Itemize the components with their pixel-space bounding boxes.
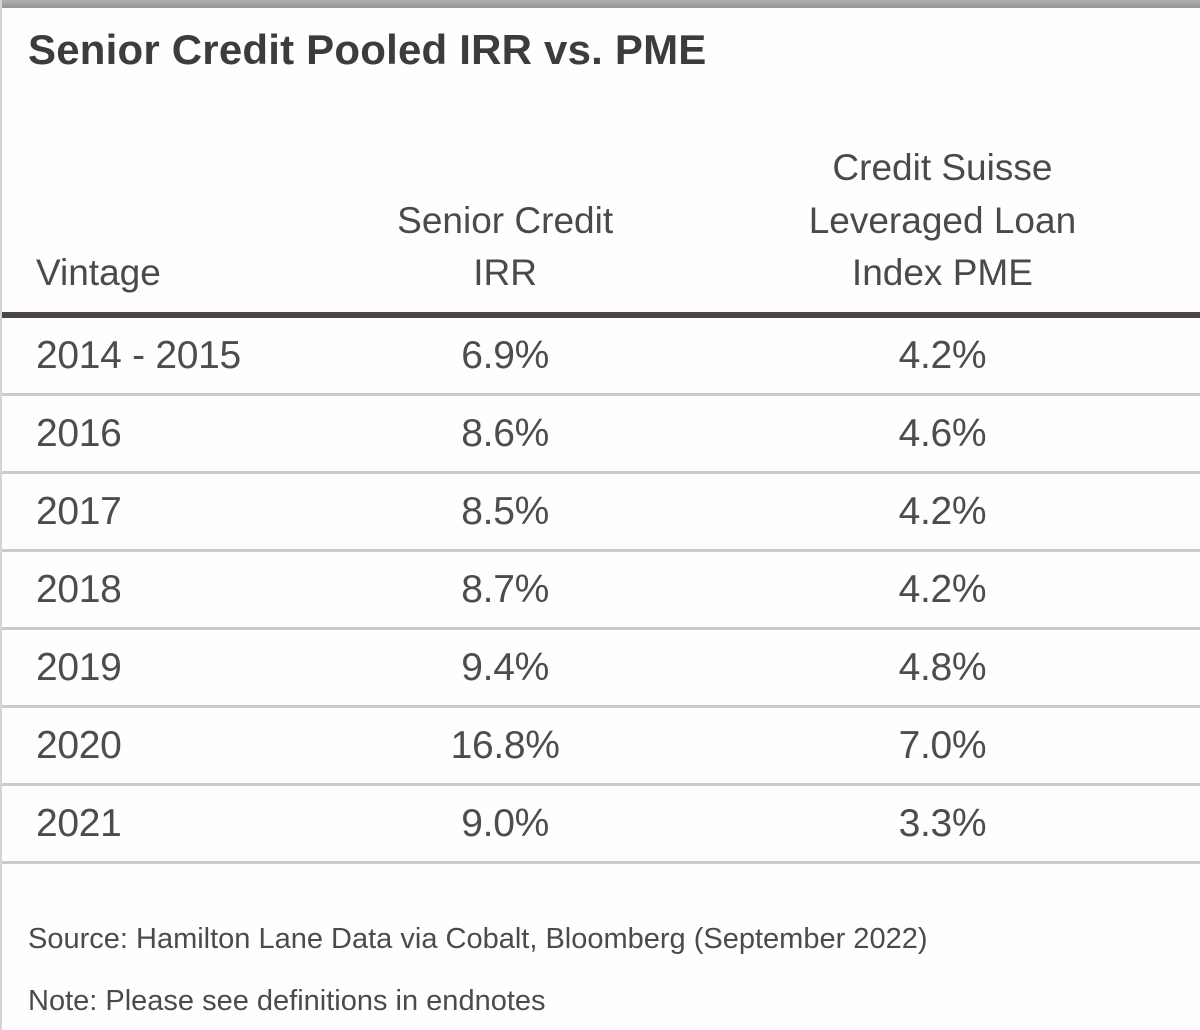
irr-pme-table: Vintage Senior Credit IRR Credit Suisse … <box>2 74 1200 864</box>
top-accent-bar <box>2 0 1200 8</box>
irr-cell: 8.6% <box>325 394 685 474</box>
vintage-cell: 2017 <box>2 472 326 552</box>
vintage-cell: 2021 <box>2 784 326 864</box>
source-text: Source: Hamilton Lane Data via Cobalt, B… <box>28 923 928 955</box>
pme-cell: 4.8% <box>684 628 1200 708</box>
note-text: Note: Please see definitions in endnotes <box>28 985 546 1017</box>
table-row: 2020 16.8% 7.0% <box>2 706 1200 786</box>
table-row: 2017 8.5% 4.2% <box>2 472 1200 552</box>
table-row: 2014 - 2015 6.9% 4.2% <box>2 315 1200 396</box>
pme-cell: 4.2% <box>684 550 1200 630</box>
irr-cell: 6.9% <box>325 315 685 396</box>
vintage-cell: 2014 - 2015 <box>2 315 326 396</box>
vintage-cell: 2019 <box>2 628 326 708</box>
table-header-row: Vintage Senior Credit IRR Credit Suisse … <box>2 74 1200 318</box>
table-row: 2018 8.7% 4.2% <box>2 550 1200 630</box>
vintage-cell: 2018 <box>2 550 326 630</box>
irr-cell: 9.0% <box>325 784 685 864</box>
pme-cell: 7.0% <box>684 706 1200 786</box>
table-row: 2016 8.6% 4.6% <box>2 394 1200 474</box>
pme-cell: 4.6% <box>684 394 1200 474</box>
column-header-cs-leveraged-loan-index-pme: Credit Suisse Leveraged Loan Index PME <box>684 74 1200 318</box>
table-row: 2021 9.0% 3.3% <box>2 784 1200 864</box>
table-row: 2019 9.4% 4.8% <box>2 628 1200 708</box>
pme-cell: 4.2% <box>684 472 1200 552</box>
column-header-vintage: Vintage <box>2 74 326 318</box>
irr-cell: 9.4% <box>325 628 685 708</box>
vintage-cell: 2016 <box>2 394 326 474</box>
irr-cell: 8.7% <box>325 550 685 630</box>
pme-cell: 4.2% <box>684 315 1200 396</box>
page-title: Senior Credit Pooled IRR vs. PME <box>28 26 707 73</box>
pme-cell: 3.3% <box>684 784 1200 864</box>
irr-cell: 8.5% <box>325 472 685 552</box>
irr-cell: 16.8% <box>325 706 685 786</box>
column-header-senior-credit-irr: Senior Credit IRR <box>325 74 685 318</box>
vintage-cell: 2020 <box>2 706 326 786</box>
